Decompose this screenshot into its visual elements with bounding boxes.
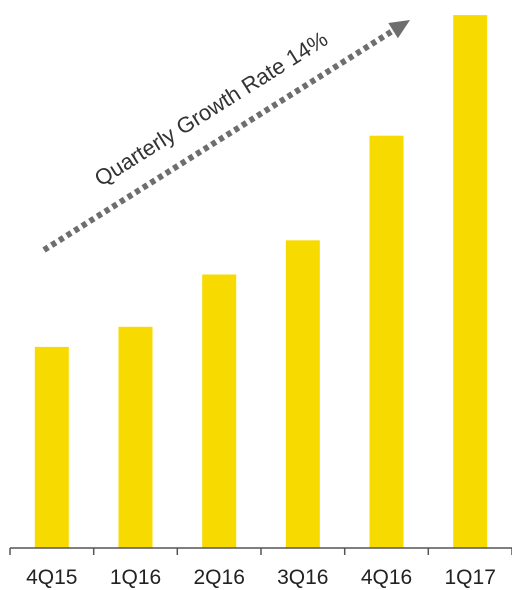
- bar-1q17: [453, 15, 487, 548]
- bar-4q15: [35, 347, 69, 548]
- bar-1q16: [119, 327, 153, 548]
- growth-arrow-head: [388, 20, 410, 38]
- bars-layer: [35, 15, 487, 548]
- bar-3q16: [286, 240, 320, 548]
- growth-arrow-line: [44, 31, 393, 250]
- growth-annotation: Quarterly Growth Rate 14%: [90, 26, 332, 191]
- x-tick-label: 2Q16: [194, 566, 245, 589]
- x-tick-label: 3Q16: [277, 566, 328, 589]
- x-tick-labels: 4Q15 1Q16 2Q16 3Q16 4Q16 1Q17: [26, 566, 496, 589]
- x-tick-label: 4Q16: [361, 566, 412, 589]
- bar-4q16: [370, 136, 404, 548]
- x-axis: [10, 548, 512, 555]
- bar-2q16: [202, 275, 236, 549]
- x-tick-label: 4Q15: [26, 566, 77, 589]
- x-tick-label: 1Q17: [445, 566, 496, 589]
- growth-arrow: Quarterly Growth Rate 14%: [44, 20, 410, 250]
- x-tick-label: 1Q16: [110, 566, 161, 589]
